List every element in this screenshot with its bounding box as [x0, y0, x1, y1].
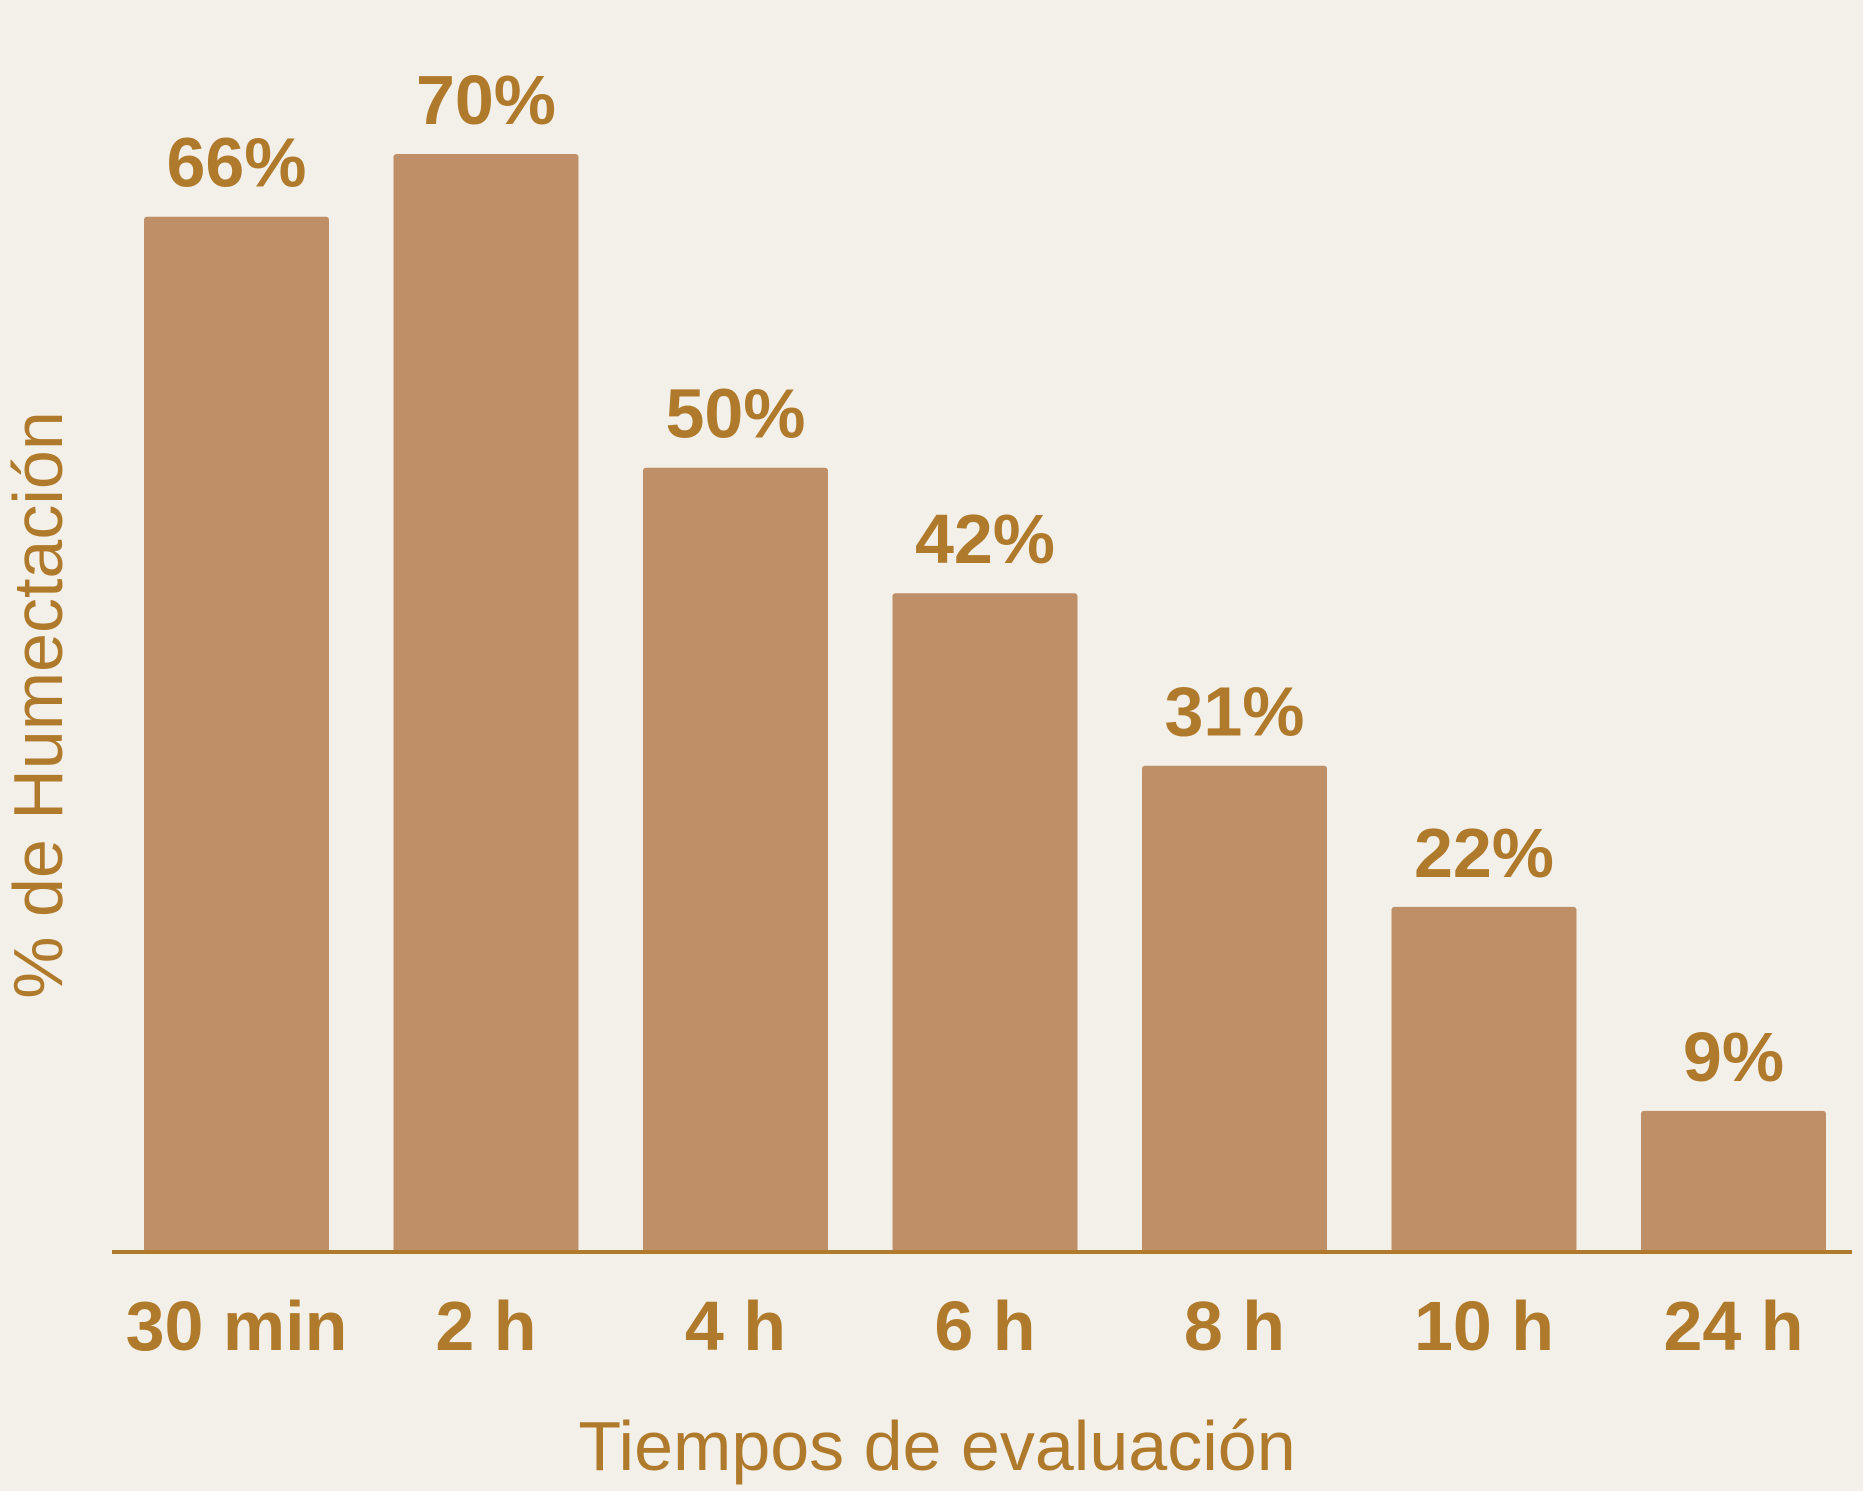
bar-0 — [144, 216, 329, 1252]
x-tick-labels-group: 30 min 2 h 4 h 6 h 8 h 10 h 24 h — [126, 1287, 1804, 1365]
bar-3 — [892, 593, 1078, 1252]
value-labels-group: 66% 70% 50% 42% 31% 22% 9% — [166, 61, 1784, 1096]
x-tick-label-3: 6 h — [934, 1287, 1035, 1365]
bar-6 — [1641, 1110, 1826, 1252]
value-label-2: 50% — [665, 375, 805, 453]
y-axis-title: % de Humectación — [0, 411, 77, 999]
bar-2 — [643, 467, 828, 1252]
x-tick-label-5: 10 h — [1414, 1287, 1554, 1365]
value-label-1: 70% — [416, 61, 556, 139]
x-tick-label-4: 8 h — [1184, 1287, 1285, 1365]
value-label-0: 66% — [166, 124, 306, 202]
x-tick-label-1: 2 h — [435, 1287, 536, 1365]
value-label-6: 9% — [1683, 1018, 1784, 1096]
value-label-3: 42% — [915, 500, 1055, 578]
x-tick-label-6: 24 h — [1663, 1287, 1803, 1365]
x-axis-title: Tiempos de evaluación — [578, 1407, 1295, 1485]
x-tick-label-2: 4 h — [685, 1287, 786, 1365]
value-label-4: 31% — [1164, 673, 1304, 751]
bars-group — [144, 154, 1826, 1252]
bar-5 — [1391, 906, 1577, 1252]
x-tick-label-0: 30 min — [126, 1287, 348, 1365]
value-label-5: 22% — [1414, 814, 1554, 892]
bar-4 — [1142, 765, 1327, 1252]
bar-1 — [393, 154, 579, 1252]
